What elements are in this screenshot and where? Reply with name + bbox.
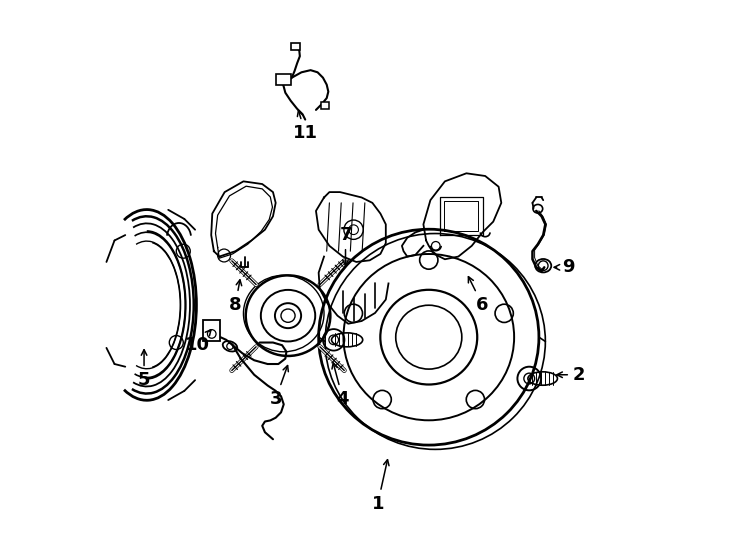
Text: 3: 3	[269, 366, 288, 408]
Text: 1: 1	[371, 460, 389, 512]
Text: 5: 5	[138, 350, 150, 389]
Text: 6: 6	[468, 276, 489, 314]
FancyBboxPatch shape	[276, 74, 291, 85]
Text: 9: 9	[554, 258, 575, 276]
Text: 11: 11	[293, 111, 318, 142]
Text: 10: 10	[185, 330, 211, 354]
Text: 7: 7	[339, 226, 352, 266]
FancyBboxPatch shape	[321, 103, 330, 109]
FancyBboxPatch shape	[291, 43, 300, 50]
Text: 4: 4	[332, 363, 349, 408]
Text: 8: 8	[229, 280, 241, 314]
Text: 2: 2	[557, 366, 586, 384]
FancyBboxPatch shape	[203, 321, 220, 341]
